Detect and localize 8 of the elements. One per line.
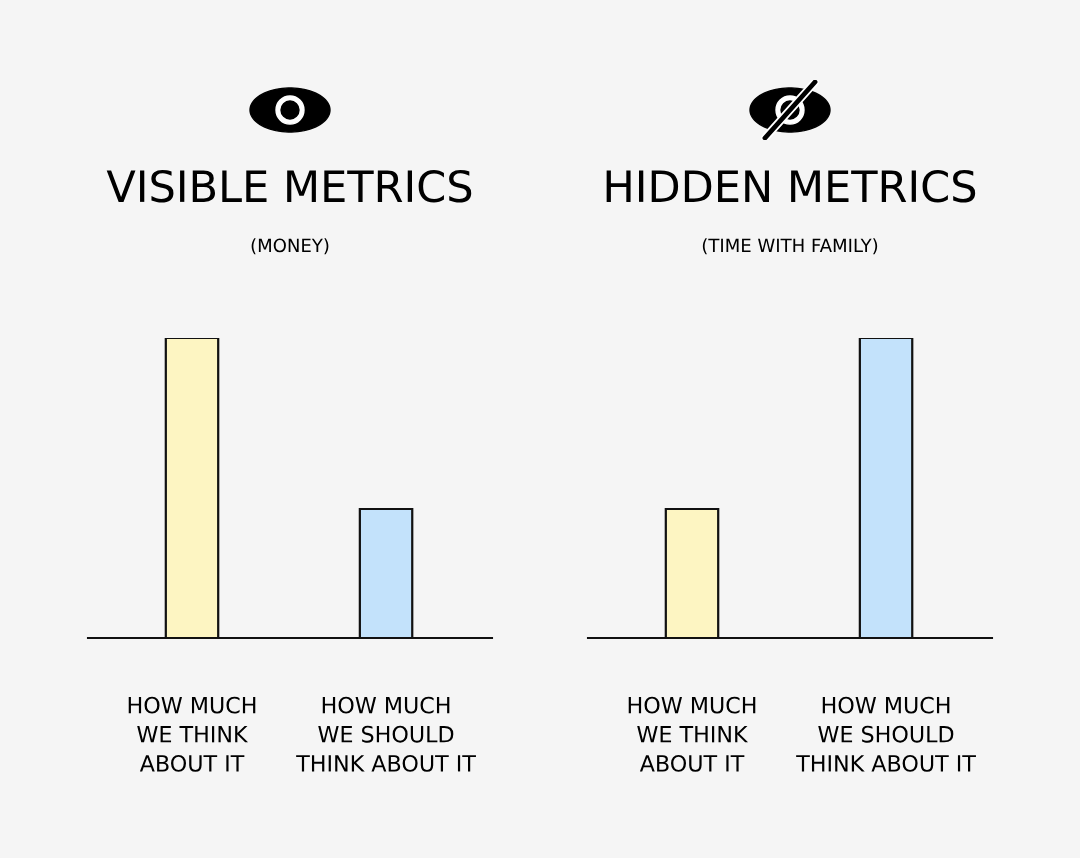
chart-title: VISIBLE METRICS [106,169,472,203]
x-tick-label: HOW MUCH WE SHOULD THINK ABOUT IT [796,696,976,772]
x-tick-label: HOW MUCH WE THINK ABOUT IT [628,696,756,772]
x-tick-label: HOW MUCH WE THINK ABOUT IT [128,696,256,772]
chart-title: HIDDEN METRICS [606,169,976,203]
x-tick-label: HOW MUCH WE SHOULD THINK ABOUT IT [296,696,476,772]
chart-subtitle: (TIME WITH FAMILY) [702,238,878,255]
chart-subtitle: (MONEY) [251,238,329,255]
